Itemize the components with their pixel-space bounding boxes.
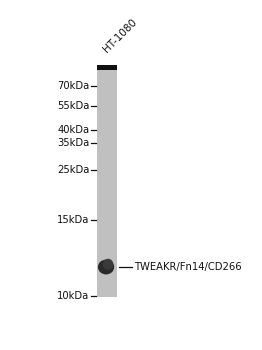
Text: 10kDa: 10kDa [57, 291, 89, 301]
Text: HT-1080: HT-1080 [102, 17, 139, 54]
Text: 40kDa: 40kDa [57, 125, 89, 135]
Bar [97, 65, 117, 70]
Text: 25kDa: 25kDa [57, 165, 89, 175]
Ellipse shape [98, 260, 114, 274]
Bar [97, 69, 117, 297]
Text: 35kDa: 35kDa [57, 138, 89, 148]
Ellipse shape [103, 259, 113, 270]
Text: 55kDa: 55kDa [57, 101, 89, 111]
Text: TWEAKR/Fn14/CD266: TWEAKR/Fn14/CD266 [134, 262, 242, 272]
Text: 70kDa: 70kDa [57, 82, 89, 91]
Text: 15kDa: 15kDa [57, 215, 89, 225]
